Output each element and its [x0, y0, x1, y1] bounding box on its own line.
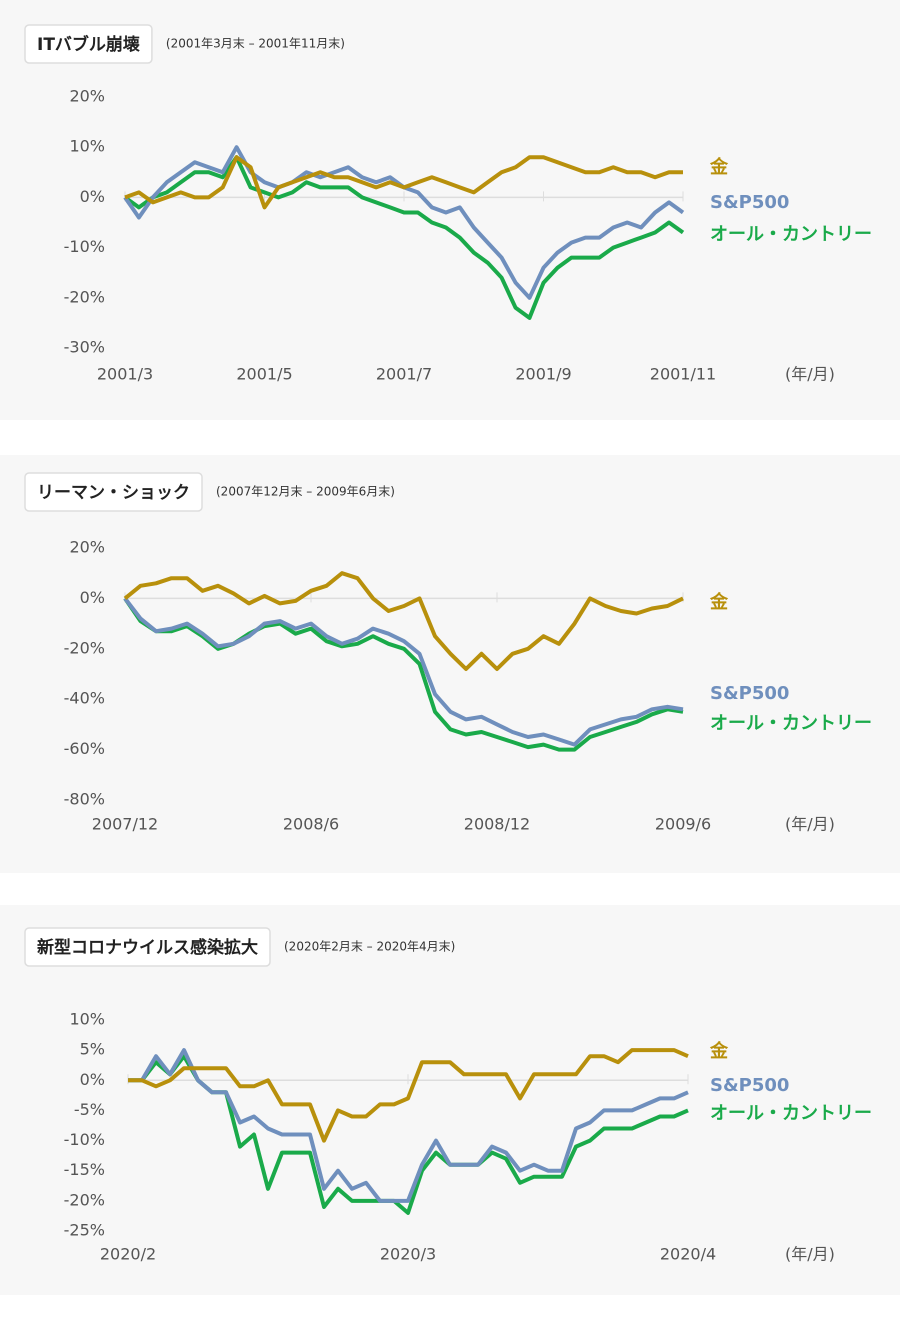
chart-title: ITバブル崩壊: [37, 34, 141, 55]
x-tick-label: 2001/7: [376, 365, 432, 384]
legend-label: S&P500: [710, 1075, 789, 1096]
x-tick-label: 2001/5: [236, 365, 292, 384]
y-tick-label: -60%: [64, 739, 105, 758]
panel: [0, 905, 900, 1295]
legend-label: S&P500: [710, 192, 789, 213]
y-tick-label: -30%: [64, 338, 105, 357]
legend-label: オール・カントリー: [710, 1103, 872, 1124]
legend-label: 金: [709, 156, 729, 178]
series-line: [123, 571, 684, 671]
x-tick-label: 2001/9: [515, 365, 571, 384]
x-tick-label: 2009/6: [655, 815, 711, 834]
y-tick-label: -80%: [64, 790, 105, 809]
y-tick-label: -20%: [64, 287, 105, 306]
title-box: [24, 472, 203, 512]
series-line: [128, 1048, 689, 1143]
y-tick-label: -40%: [64, 689, 105, 708]
chart-subtitle: (2007年12月末 – 2009年6月末): [216, 485, 395, 499]
x-tick-label: 2007/12: [92, 815, 158, 834]
y-tick-label: -20%: [64, 1190, 105, 1209]
y-tick-label: -25%: [64, 1221, 105, 1240]
x-tick-label: 2020/4: [660, 1245, 716, 1264]
x-tick-label: 2020/3: [380, 1245, 436, 1264]
chart-title: 新型コロナウイルス感染拡大: [37, 937, 258, 958]
y-tick-label: 5%: [80, 1040, 105, 1059]
y-tick-label: 10%: [69, 1010, 105, 1029]
y-tick-label: 0%: [80, 1070, 105, 1089]
x-axis-label: (年/月): [785, 365, 835, 384]
chart-title: リーマン・ショック: [37, 483, 190, 503]
legend-label: オール・カントリー: [710, 713, 872, 734]
series-line: [123, 597, 684, 747]
y-tick-label: -5%: [74, 1100, 105, 1119]
legend-label: 金: [709, 591, 729, 613]
chart-subtitle: (2001年3月末 – 2001年11月末): [166, 37, 345, 51]
y-tick-label: 20%: [69, 87, 105, 106]
x-axis-label: (年/月): [785, 815, 835, 834]
chart-subtitle: (2020年2月末 – 2020年4月末): [284, 940, 455, 954]
legend-label: S&P500: [710, 683, 789, 704]
legend-label: 金: [709, 1040, 729, 1062]
y-tick-label: -20%: [64, 638, 105, 657]
y-tick-label: -15%: [64, 1160, 105, 1179]
series-line: [124, 155, 683, 210]
series-line: [123, 597, 684, 752]
x-tick-label: 2008/12: [464, 815, 530, 834]
title-box: [24, 927, 271, 967]
series-line: [128, 1048, 689, 1203]
y-tick-label: 20%: [69, 538, 105, 557]
y-tick-label: 0%: [80, 588, 105, 607]
title-box: [24, 24, 153, 64]
y-tick-label: -10%: [64, 237, 105, 256]
y-tick-label: 10%: [69, 137, 105, 156]
panel: [0, 455, 900, 873]
x-tick-label: 2001/11: [650, 365, 716, 384]
x-tick-label: 2008/6: [283, 815, 339, 834]
series-line: [123, 155, 685, 320]
y-tick-label: -10%: [64, 1130, 105, 1149]
y-tick-label: 0%: [80, 187, 105, 206]
x-axis-label: (年/月): [785, 1245, 835, 1264]
x-tick-label: 2020/2: [100, 1245, 156, 1264]
x-tick-label: 2001/3: [97, 365, 153, 384]
legend-label: オール・カントリー: [710, 224, 872, 245]
